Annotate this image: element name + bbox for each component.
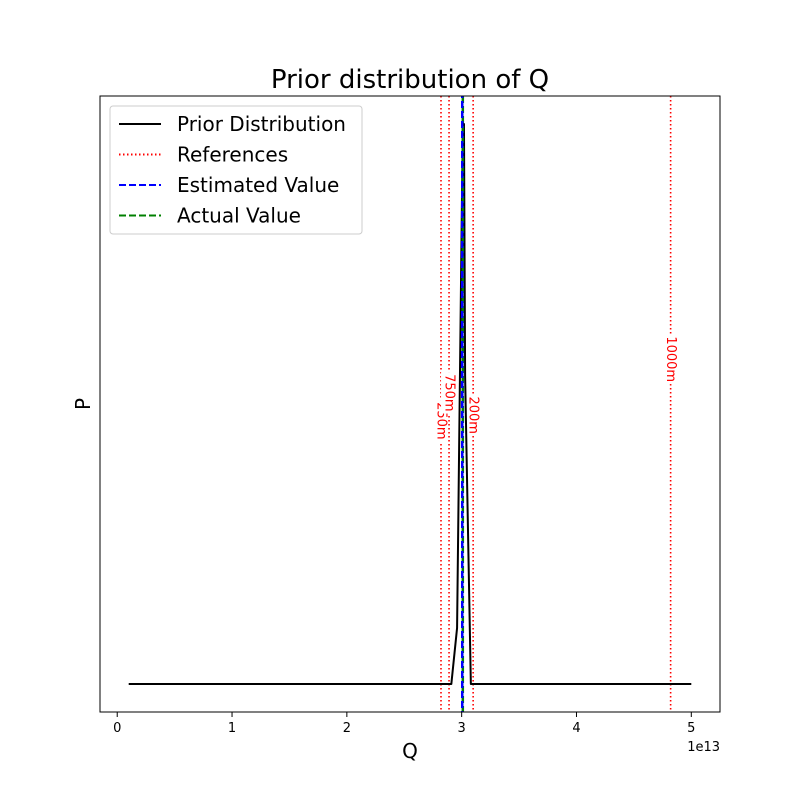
x-tick-label: 0	[113, 721, 121, 736]
legend-label: Prior Distribution	[177, 112, 346, 136]
reference-label-200m: 200m	[466, 396, 481, 433]
legend-label: Actual Value	[177, 204, 301, 228]
x-tick-label: 4	[572, 721, 580, 736]
x-axis-ticks: 0 1 2 3 4 5	[113, 712, 695, 736]
reference-label-bg	[662, 334, 679, 385]
x-axis-label: Q	[402, 739, 418, 763]
legend: Prior Distribution References Estimated Va…	[109, 105, 363, 235]
y-axis-label: P	[71, 398, 95, 410]
prior-distribution-line	[128, 123, 692, 685]
reference-label-1000m: 1000m	[663, 336, 678, 382]
legend-items: Prior Distribution References Estimated Va…	[119, 112, 346, 228]
x-axis-offset-label: 1e13	[687, 740, 720, 755]
legend-label: Estimated Value	[177, 173, 339, 197]
x-tick-label: 3	[458, 721, 466, 736]
reference-label-750m: 750m	[442, 374, 457, 411]
reference-label-bg	[465, 394, 482, 436]
axes-frame	[99, 95, 721, 713]
x-tick-label: 1	[228, 721, 236, 736]
x-tick-label: 2	[343, 721, 351, 736]
legend-frame	[109, 105, 363, 235]
legend-label: References	[177, 143, 288, 167]
chart-title: Prior distribution of Q	[271, 65, 549, 95]
x-tick-label: 5	[687, 721, 695, 736]
reference-label-bg	[441, 372, 458, 414]
